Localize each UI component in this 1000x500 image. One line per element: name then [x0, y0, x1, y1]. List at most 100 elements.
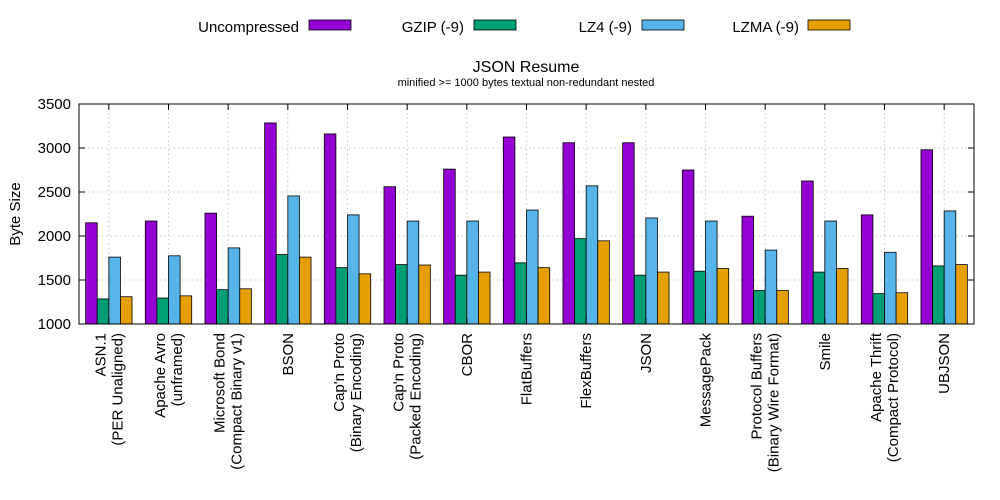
x-tick-label: Apache Thrift (Compact Protocol)	[868, 332, 902, 462]
bar	[920, 149, 933, 325]
bar	[932, 265, 945, 325]
bar	[454, 274, 468, 325]
bar	[955, 264, 968, 325]
x-tick-label: FlatBuffers	[519, 333, 536, 405]
bar	[275, 254, 289, 325]
x-tick-label-line: (unframed)	[169, 333, 186, 406]
x-tick-label: UBJSON	[936, 333, 953, 394]
y-tick-label: 1000	[38, 316, 71, 333]
x-tick-label-line: JSON	[638, 333, 655, 373]
bar	[120, 296, 133, 325]
bar	[836, 268, 849, 325]
bar	[418, 264, 431, 325]
bar	[514, 262, 527, 325]
y-tick-label: 3500	[38, 96, 71, 113]
x-tick-label-line: Apache Thrift	[868, 332, 885, 422]
bar	[693, 270, 706, 325]
bar	[753, 290, 766, 325]
x-tick-label-line: Smile	[817, 333, 834, 371]
x-tick-label-line: (Compact Protocol)	[885, 333, 902, 462]
x-tick-label: FlexBuffers	[578, 333, 595, 409]
x-tick-label-line: CBOR	[459, 333, 476, 377]
legend-item: LZ4 (-9)	[579, 19, 685, 36]
bar	[335, 267, 348, 325]
bar	[358, 273, 372, 325]
bar	[108, 256, 121, 325]
x-tick-label-line: Apache Avro	[152, 333, 169, 418]
bar	[144, 220, 158, 325]
x-tick-label: BSON	[280, 333, 297, 376]
x-tick-label-line: Protocol Buffers	[749, 333, 766, 439]
x-tick-label-line: FlexBuffers	[578, 333, 595, 409]
bar	[383, 186, 396, 325]
y-tick-label: 3000	[38, 140, 71, 157]
bar	[895, 292, 909, 325]
bar	[776, 290, 789, 325]
bar	[478, 271, 491, 325]
bar	[264, 122, 277, 325]
bar	[96, 298, 110, 325]
y-axis-label: Byte Size	[7, 182, 24, 245]
bar	[347, 214, 360, 325]
bar	[764, 249, 778, 325]
bar	[884, 251, 897, 325]
x-tick-label-line: ASN.1	[92, 333, 109, 376]
legend-swatch	[807, 19, 851, 31]
bar	[943, 210, 957, 325]
chart-subtitle: minified >= 1000 bytes textual non-redun…	[398, 77, 655, 89]
x-tick-label-line: Cap'n Proto	[391, 333, 408, 412]
y-tick-label: 2000	[38, 228, 71, 245]
legend-label: LZ4 (-9)	[579, 19, 632, 36]
bar	[156, 297, 169, 325]
x-tick-label-line: UBJSON	[936, 333, 953, 394]
x-tick-label: Apache Avro (unframed)	[152, 333, 186, 418]
y-tick-label: 1500	[38, 272, 71, 289]
legend-item: LZMA (-9)	[732, 19, 851, 36]
x-tick-label-line: Cap'n Proto	[331, 333, 348, 412]
x-tick-label-line: (Packed Encoding)	[408, 333, 425, 460]
legend-item: Uncompressed	[198, 19, 352, 36]
x-tick-label-line: FlatBuffers	[519, 333, 536, 405]
bar	[466, 220, 479, 325]
bar	[526, 209, 539, 325]
bar	[502, 136, 516, 325]
bar	[681, 169, 695, 325]
x-tick-label: Cap'n Proto (Packed Encoding)	[391, 333, 425, 460]
x-tick-label: Cap'n Proto (Binary Encoding)	[331, 333, 365, 452]
bar	[443, 168, 456, 325]
bars	[85, 122, 968, 325]
x-tick-labels: ASN.1 (PER Unaligned) Apache Avro (unframed…	[92, 332, 953, 472]
x-tick-label-line: (Binary Encoding)	[348, 333, 365, 452]
bar	[585, 185, 599, 325]
bar	[633, 274, 647, 325]
bar	[216, 289, 229, 325]
bar	[741, 215, 754, 325]
x-tick-label: Protocol Buffers (Binary Wire Format)	[749, 333, 783, 472]
legend-swatch	[473, 19, 517, 31]
bar	[239, 288, 252, 325]
y-tick-labels: 1000 1500 2000 2500 3000 3500	[38, 96, 71, 333]
x-tick-label-line: Microsoft Bond	[212, 333, 229, 433]
x-tick-label-line: BSON	[280, 333, 297, 376]
bar	[716, 268, 730, 325]
bar	[860, 214, 874, 325]
x-tick-label-line: (PER Unaligned)	[109, 333, 126, 446]
bar	[801, 180, 814, 325]
bar	[168, 255, 181, 325]
bar	[622, 142, 635, 325]
x-tick-label: Microsoft Bond (Compact Binary v1)	[212, 333, 246, 470]
bar	[85, 222, 98, 325]
bar	[204, 212, 217, 325]
bar	[812, 271, 826, 325]
legend-swatch	[641, 19, 685, 31]
bar	[299, 256, 312, 325]
bar	[574, 238, 587, 325]
bar	[395, 264, 408, 325]
axes	[78, 103, 975, 325]
x-tick-label-line: (Binary Wire Format)	[766, 333, 783, 472]
x-tick-label-line: (Compact Binary v1)	[229, 333, 246, 470]
bar	[406, 220, 420, 325]
bar	[537, 267, 551, 325]
legend-item: GZIP (-9)	[402, 19, 517, 36]
bar	[597, 240, 610, 325]
